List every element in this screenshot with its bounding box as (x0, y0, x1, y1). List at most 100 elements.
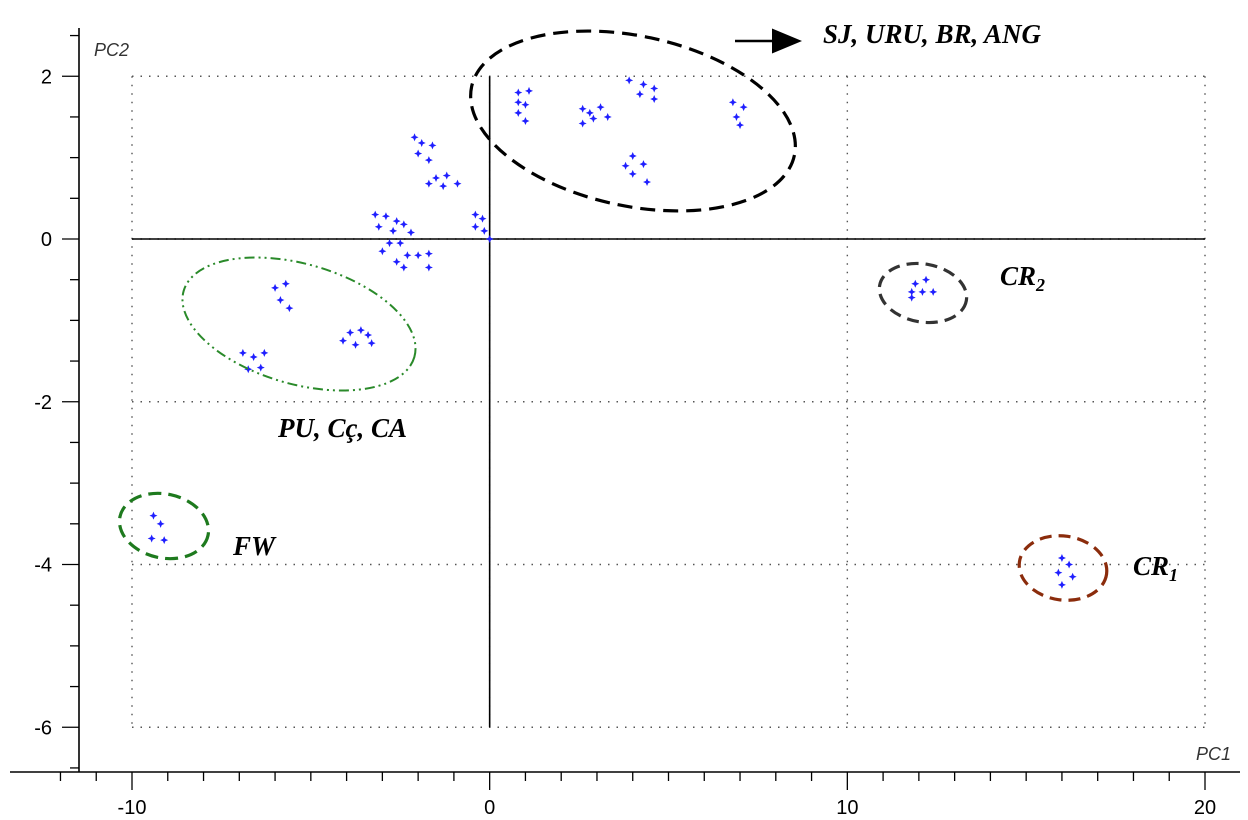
data-point (399, 263, 408, 272)
data-point (371, 210, 380, 219)
data-point (643, 178, 652, 187)
data-point (367, 339, 376, 348)
data-point (650, 84, 659, 93)
data-point (392, 217, 401, 226)
data-point (417, 138, 426, 147)
data-point (578, 119, 587, 128)
data-point (639, 160, 648, 169)
data-point (732, 112, 741, 121)
group-label-pu-cc-ca: PU, Cç, CA (277, 413, 407, 443)
data-point (603, 112, 612, 121)
y-tick-label: -4 (34, 555, 52, 577)
data-point (585, 108, 594, 117)
data-point (378, 247, 387, 256)
grid-lines (131, 75, 1206, 728)
data-point (442, 171, 451, 180)
data-point (514, 108, 523, 117)
data-point (596, 103, 605, 112)
data-point (478, 214, 487, 223)
data-point (525, 86, 534, 95)
data-point (739, 103, 748, 112)
data-point (578, 104, 587, 113)
data-point (160, 536, 169, 545)
data-point (428, 141, 437, 150)
data-point (238, 348, 247, 357)
data-point (1065, 560, 1074, 569)
data-point (414, 251, 423, 260)
data-point (621, 161, 630, 170)
group-label-sj-uru-br-ang: SJ, URU, BR, ANG (823, 19, 1042, 49)
data-point (414, 149, 423, 158)
data-point (392, 257, 401, 266)
data-point (410, 133, 419, 142)
data-point (424, 263, 433, 272)
data-point (364, 331, 373, 340)
data-point (374, 222, 383, 231)
data-point (521, 100, 530, 109)
data-point (244, 365, 253, 374)
x-axis-label: PC1 (1196, 744, 1231, 764)
group-ellipse-fw (117, 491, 211, 561)
data-point (381, 212, 390, 221)
data-point (1068, 572, 1077, 581)
data-point (346, 328, 355, 337)
data-point (929, 287, 938, 296)
data-point (256, 363, 265, 372)
data-point (385, 239, 394, 248)
data-point (403, 251, 412, 260)
data-point (625, 76, 634, 85)
data-point (399, 220, 408, 229)
data-point (453, 179, 462, 188)
y-tick-label: 0 (41, 229, 52, 251)
x-tick-label: 10 (836, 797, 858, 819)
group-label-cr2: CR2 (1000, 261, 1045, 295)
group-label-cr1: CR1 (1133, 551, 1178, 585)
data-point (728, 98, 737, 107)
data-point (149, 511, 158, 520)
data-point (736, 121, 745, 130)
data-point (480, 226, 489, 235)
data-point (639, 80, 648, 89)
data-point (514, 98, 523, 107)
data-point (351, 340, 360, 349)
data-point (589, 114, 598, 123)
data-point (514, 88, 523, 97)
data-point (907, 287, 916, 296)
group-ellipse-cr1 (1017, 534, 1109, 602)
y-tick-label: -6 (34, 717, 52, 739)
y-tick-label: -2 (34, 392, 52, 414)
data-point (471, 210, 480, 219)
group-label-fw: FW (232, 531, 277, 561)
x-axis-ticks: -10 0 10 20 (59, 772, 1216, 819)
data-point (439, 182, 448, 191)
data-point (911, 279, 920, 288)
data-point (918, 287, 927, 296)
data-point (485, 235, 494, 243)
data-point (1054, 568, 1063, 577)
group-ellipse-cr2 (877, 261, 969, 325)
y-axis-ticks: 2 0 -2 -4 -6 (34, 34, 79, 769)
data-point (635, 90, 644, 99)
data-point (339, 336, 348, 345)
data-point (1057, 580, 1066, 589)
data-point (156, 519, 165, 528)
data-point (521, 117, 530, 126)
data-point (471, 222, 480, 231)
data-point (260, 348, 269, 357)
data-point (922, 275, 931, 284)
data-point (276, 296, 285, 305)
data-point (628, 151, 637, 160)
x-tick-label: -10 (118, 797, 147, 819)
data-point (271, 283, 280, 292)
data-point (650, 95, 659, 104)
data-point (406, 228, 415, 237)
data-point (396, 239, 405, 248)
data-point (147, 534, 156, 543)
data-point (424, 249, 433, 258)
data-point (281, 279, 290, 288)
data-point (389, 226, 398, 235)
x-tick-label: 20 (1194, 797, 1216, 819)
data-point (249, 352, 258, 361)
data-point (424, 156, 433, 165)
